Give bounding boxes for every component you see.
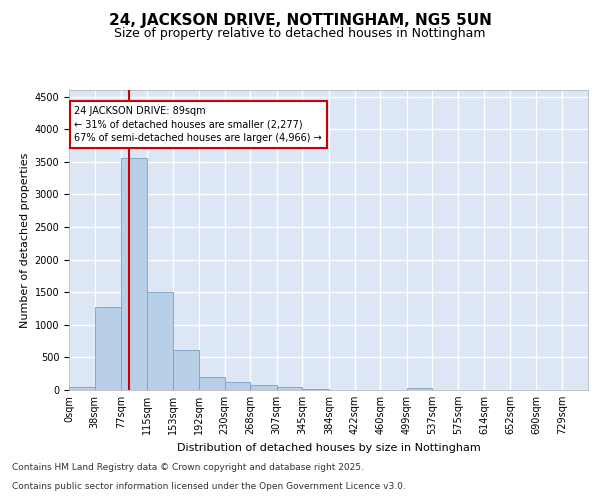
Bar [95,307,121,390]
Y-axis label: Number of detached properties: Number of detached properties [20,152,31,328]
Bar [277,388,302,390]
Bar [199,377,224,390]
X-axis label: Distribution of detached houses by size in Nottingham: Distribution of detached houses by size … [176,442,481,452]
Bar [250,385,277,390]
Bar [224,382,250,390]
Bar [121,158,147,390]
Text: Size of property relative to detached houses in Nottingham: Size of property relative to detached ho… [114,28,486,40]
Bar [173,350,199,390]
Text: Contains HM Land Registry data © Crown copyright and database right 2025.: Contains HM Land Registry data © Crown c… [12,464,364,472]
Bar [69,386,95,390]
Text: 24 JACKSON DRIVE: 89sqm
← 31% of detached houses are smaller (2,277)
67% of semi: 24 JACKSON DRIVE: 89sqm ← 31% of detache… [74,106,322,142]
Text: 24, JACKSON DRIVE, NOTTINGHAM, NG5 5UN: 24, JACKSON DRIVE, NOTTINGHAM, NG5 5UN [109,12,491,28]
Bar [407,388,433,390]
Bar [302,388,329,390]
Text: Contains public sector information licensed under the Open Government Licence v3: Contains public sector information licen… [12,482,406,491]
Bar [147,292,173,390]
